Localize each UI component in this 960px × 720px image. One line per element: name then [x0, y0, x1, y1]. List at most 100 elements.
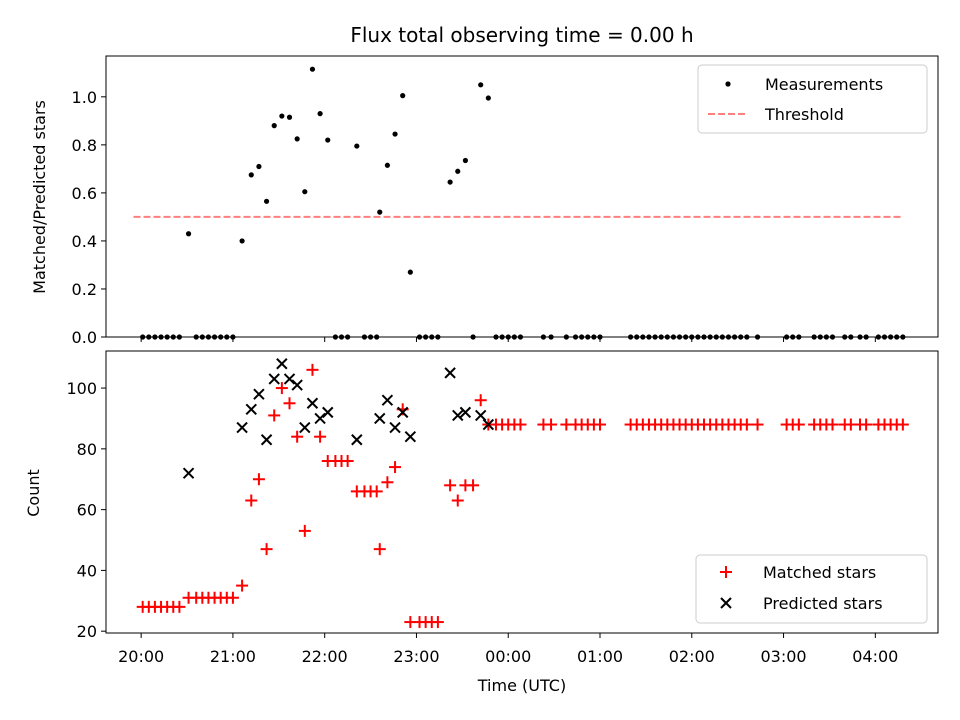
- measurement-point: [294, 136, 300, 142]
- predicted-star-point: [283, 373, 296, 385]
- matched-star-point: [381, 476, 394, 489]
- measurement-point: [455, 168, 461, 174]
- matched-star-point: [792, 418, 805, 431]
- top-chart-title: Flux total observing time = 0.00 h: [350, 23, 693, 47]
- bottom-y-tick-label: 100: [66, 379, 97, 398]
- bottom-legend-box: [695, 554, 928, 624]
- matched-star-point: [514, 418, 527, 431]
- measurement-point: [309, 66, 316, 72]
- top-y-tick-label: 0.0: [72, 328, 97, 347]
- matched-star-point: [236, 579, 249, 592]
- measurement-point: [447, 179, 453, 185]
- bottom-y-tick-label: 60: [77, 501, 97, 520]
- matched-star-point: [467, 479, 480, 492]
- matched-star-point: [444, 479, 457, 492]
- predicted-star-point: [245, 403, 257, 416]
- bottom-x-ticks: 20:00 21:00 22:00 23:00 00:00 01:00 02:00 03:00…: [118, 633, 898, 666]
- measurement-point: [271, 123, 277, 129]
- matched-star-point: [860, 418, 873, 431]
- matched-star-point: [314, 430, 327, 443]
- measurement-point: [248, 172, 254, 178]
- measurement-point: [392, 131, 398, 137]
- top-y-tick-label: 0.6: [72, 184, 97, 203]
- matched-star-point: [260, 543, 273, 556]
- measurement-point: [325, 137, 331, 143]
- matched-star-point: [226, 591, 239, 604]
- measurement-point: [354, 143, 360, 149]
- predicted-star-point: [452, 409, 464, 422]
- x-tick-label: 20:00: [118, 647, 164, 666]
- matched-star-point: [431, 616, 444, 629]
- matched-star-point: [389, 461, 402, 474]
- matched-star-point: [896, 418, 909, 431]
- top-legend: Measurements Threshold: [697, 64, 928, 134]
- matched-star-point: [173, 600, 186, 613]
- matched-star-point: [751, 418, 764, 431]
- top-y-tick-label: 0.2: [72, 280, 97, 299]
- measurement-point: [407, 269, 413, 275]
- matched-star-point: [252, 473, 265, 486]
- predicted-star-point: [351, 434, 363, 446]
- top-y-tick-label: 0.4: [72, 232, 97, 251]
- measurement-point: [462, 157, 469, 164]
- bottom-subplot: 20 40 60 80 100 20:00 21:00 22:00 23:00 00:00 01:…: [24, 350, 939, 695]
- matched-star-point: [474, 394, 487, 407]
- measurement-point: [485, 95, 491, 101]
- measurement-point: [263, 198, 270, 204]
- matched-star-point: [370, 485, 383, 498]
- predicted-star-point: [314, 412, 326, 425]
- predicted-star-point: [374, 412, 386, 425]
- predicted-star-point: [381, 394, 394, 406]
- legend-matched-label: Matched stars: [763, 563, 876, 582]
- x-tick-label: 01:00: [577, 647, 623, 666]
- matched-star-point: [268, 409, 281, 422]
- measurement-point: [302, 189, 308, 195]
- predicted-star-point: [276, 358, 288, 370]
- bottom-y-tick-label: 80: [77, 440, 97, 459]
- matched-star-point: [275, 382, 288, 395]
- predicted-star-point: [396, 406, 409, 419]
- x-tick-label: 23:00: [393, 647, 439, 666]
- matched-star-point: [245, 494, 258, 507]
- measurement-point: [377, 209, 383, 215]
- matched-star-point: [341, 455, 354, 468]
- matched-star-point: [291, 430, 304, 443]
- measurement-point: [256, 163, 262, 170]
- measurement-point: [239, 238, 245, 244]
- legend-predicted-label: Predicted stars: [763, 594, 883, 613]
- matched-star-point: [298, 524, 311, 537]
- measurement-point: [400, 93, 406, 99]
- x-tick-label: 02:00: [669, 647, 715, 666]
- top-y-ticks: 0.0 0.2 0.4 0.6 0.8 1.0: [72, 88, 106, 347]
- measurement-point: [478, 82, 484, 88]
- predicted-star-point: [404, 430, 417, 443]
- top-y-tick-label: 1.0: [72, 88, 97, 107]
- matched-star-point: [283, 397, 296, 410]
- top-subplot: 0.0 0.2 0.4 0.6 0.8 1.0 Matched/Predicted sta…: [30, 55, 939, 347]
- predicted-star-point: [459, 406, 472, 419]
- bottom-y-tick-label: 40: [77, 561, 97, 580]
- x-tick-label: 03:00: [760, 647, 806, 666]
- matched-star-point: [451, 494, 464, 507]
- measurement-point: [279, 113, 285, 119]
- bottom-y-ticks: 20 40 60 80 100: [66, 379, 106, 641]
- predicted-star-point: [322, 406, 334, 419]
- top-legend-box: [697, 64, 928, 134]
- top-x-ticks: [140, 337, 876, 342]
- matched-star-point: [594, 418, 607, 431]
- x-tick-label: 04:00: [852, 647, 898, 666]
- measurement-point: [185, 231, 192, 237]
- matched-star-point: [373, 543, 386, 556]
- predicted-star-point: [268, 373, 280, 385]
- predicted-star-point: [389, 421, 401, 434]
- bottom-y-axis-label: Count: [24, 469, 43, 517]
- matched-star-point: [545, 418, 558, 431]
- predicted-star-point: [474, 409, 487, 422]
- top-axes-frame: [105, 55, 939, 338]
- top-y-tick-label: 0.8: [72, 136, 97, 155]
- predicted-star-point: [291, 379, 303, 391]
- predicted-star-point: [299, 421, 311, 434]
- predicted-star-point: [260, 434, 273, 446]
- predicted-star-point: [236, 421, 248, 434]
- predicted-star-point: [182, 467, 195, 479]
